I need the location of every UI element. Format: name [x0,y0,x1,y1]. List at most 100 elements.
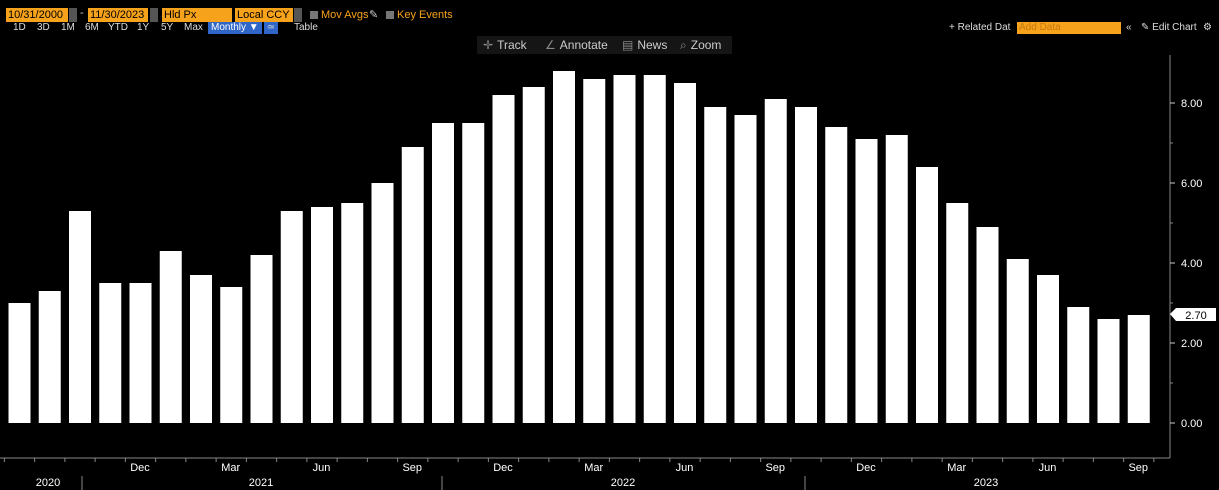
range-ytd[interactable]: YTD [108,22,128,33]
bar-2022-06 [613,75,636,423]
zoom-button[interactable]: ⌕ Zoom [680,36,721,54]
end-date-field[interactable]: 11/30/2023 [88,8,148,22]
bar-2022-07 [643,75,666,423]
bar-2023-04 [916,167,938,423]
range-max[interactable]: Max [184,22,203,33]
collapse-icon[interactable]: « [1126,22,1132,33]
bar-2023-11 [1127,315,1150,423]
bar-2021-12 [432,123,454,423]
x-year-label: 2023 [974,477,998,489]
bar-2021-10 [371,183,394,423]
x-tick-label: Mar [947,462,966,474]
chart-type-icon[interactable]: ≃ [264,22,278,34]
track-button[interactable]: ✛ Track [483,36,527,54]
range-toolbar: 1D 3D 1M 6M YTD 1Y 5Y Max Monthly ▼ ≃ Ta… [0,21,1219,35]
x-tick-label: Dec [856,462,876,474]
last-value-marker: 2.70 [1170,308,1216,322]
y-tick-label: 8.00 [1181,98,1202,110]
zoom-label: Zoom [690,38,722,52]
x-tick-label: Mar [221,462,240,474]
crosshair-icon: ✛ [483,38,494,52]
related-data-button[interactable]: + Related Dat [949,22,1011,33]
bar-2020-10 [8,303,31,423]
bar-2021-03 [159,251,182,423]
bar-2023-09 [1067,307,1090,423]
last-value-label: 2.70 [1185,310,1206,322]
bar-2020-11 [38,291,61,423]
x-year-label: 2022 [611,477,635,489]
range-5y[interactable]: 5Y [161,22,174,33]
range-6m[interactable]: 6M [85,22,99,33]
add-data-input[interactable]: Add Data [1017,22,1121,34]
bar-2023-01 [825,127,848,423]
track-label: Track [497,38,527,52]
bar-2022-08 [674,83,696,423]
range-1m[interactable]: 1M [61,22,75,33]
news-label: News [637,38,668,52]
range-1y[interactable]: 1Y [137,22,150,33]
bar-2022-12 [795,107,817,423]
bar-2022-10 [734,115,757,423]
period-selector[interactable]: Monthly ▼ [208,22,262,34]
bar-2022-02 [492,95,515,423]
bar-2021-02 [129,283,152,423]
edit-chart-label: Edit Chart [1152,22,1197,33]
range-3d[interactable]: 3D [37,22,50,33]
annotate-label: Annotate [559,38,608,52]
end-date-calendar-icon[interactable] [150,8,158,22]
y-tick-label: 4.00 [1181,258,1202,270]
date-range-dash: - [80,7,84,19]
bar-2021-05 [220,287,243,423]
bar-2021-06 [250,255,273,423]
y-axis: 0.00 2.00 4.00 6.00 8.00 [1170,98,1202,430]
x-axis: DecMarJunSepDecMarJunSepDecMarJunSepDec [3,458,1155,474]
range-1d[interactable]: 1D [13,22,26,33]
bar-2022-11 [764,99,787,423]
start-date-calendar-icon[interactable] [69,8,77,22]
bar-2021-11 [401,147,424,423]
last-value-tag [1170,308,1216,321]
x-tick-label: Mar [584,462,603,474]
x-axis-years: 2020 2021 2022 2023 [36,476,998,490]
annotate-button[interactable]: ∠ Annotate [545,36,608,54]
table-button[interactable]: Table [294,22,318,33]
bar-2022-05 [583,79,606,423]
y-tick-label: 2.00 [1181,338,1202,350]
news-icon: ▤ [622,38,634,52]
y-tick-label: 6.00 [1181,178,1202,190]
edit-chart-button[interactable]: ✎ Edit Chart [1141,22,1197,33]
bar-2023-05 [946,203,969,423]
bar-2023-06 [976,227,999,423]
bar-2021-08 [311,207,333,423]
key-events-checkbox[interactable] [386,11,394,19]
bar-2020-12 [69,211,91,423]
mov-avgs-checkbox[interactable] [310,11,318,19]
x-tick-label: Jun [1039,462,1057,474]
currency-selector[interactable]: Local CCY [235,8,293,22]
bar-2023-08 [1037,275,1059,423]
top-toolbar: 10/31/2000 - 11/30/2023 Hld Px Local CCY… [0,6,1219,22]
x-tick-label: Jun [676,462,694,474]
field-selector[interactable]: Hld Px [162,8,232,22]
bar-2023-02 [855,139,878,423]
annotate-pen-icon: ∠ [545,38,556,52]
pencil-icon[interactable]: ✎ [369,9,379,21]
settings-gear-icon[interactable]: ⚙ [1203,22,1212,33]
bar-2021-01 [99,283,122,423]
x-tick-label: Sep [765,462,785,474]
news-button[interactable]: ▤ News [622,36,667,54]
key-events-label[interactable]: Key Events [397,9,453,21]
x-year-label: 2020 [36,477,60,489]
x-tick-label: Dec [130,462,150,474]
mov-avgs-label[interactable]: Mov Avgs [321,9,369,21]
bar-2021-07 [280,211,303,423]
magnifier-icon: ⌕ [680,38,687,52]
currency-dropdown-icon[interactable] [294,8,302,22]
x-tick-label: Dec [493,462,513,474]
start-date-field[interactable]: 10/31/2000 [6,8,68,22]
bar-series [8,71,1150,423]
x-tick-label: Sep [402,462,422,474]
x-tick-label: Jun [313,462,331,474]
chart-tools-bar: ✛ Track ∠ Annotate ▤ News ⌕ Zoom [477,36,732,54]
